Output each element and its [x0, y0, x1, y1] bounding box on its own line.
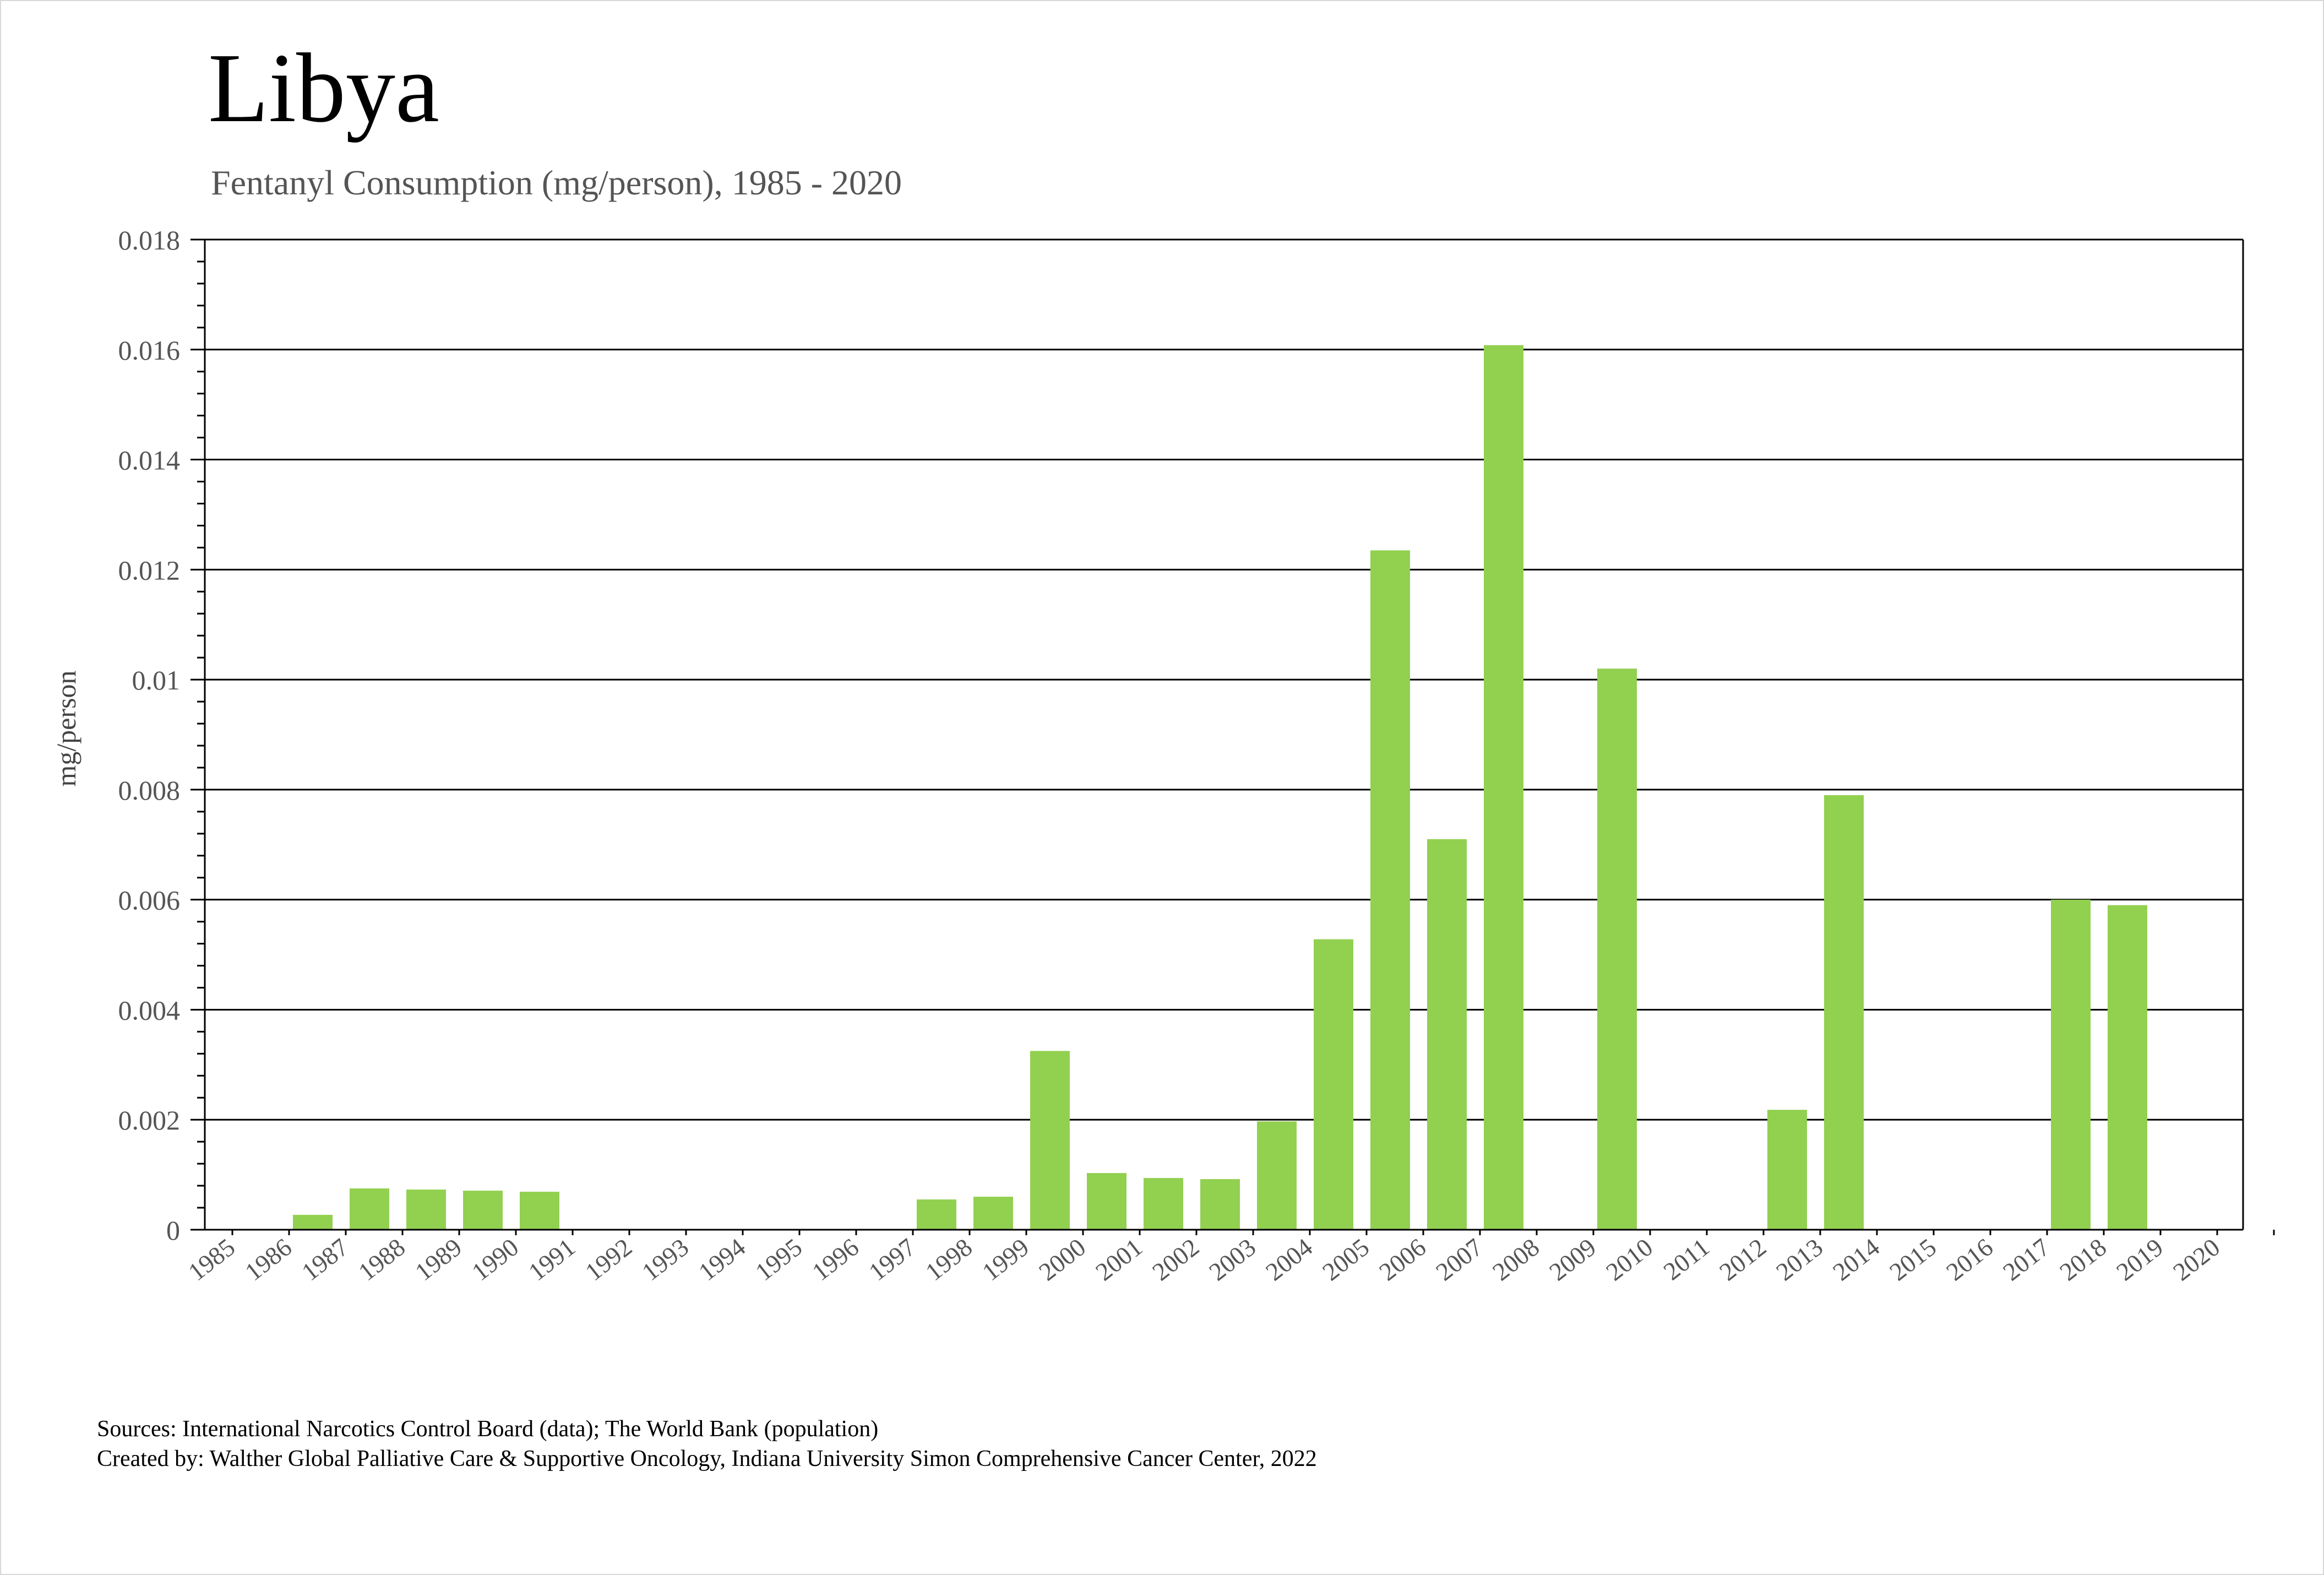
- y-tick-label: 0.018: [118, 225, 181, 256]
- x-tick-label: 2015: [1884, 1233, 1941, 1286]
- x-tick-label: 1998: [920, 1233, 977, 1286]
- x-tick-label: 1994: [693, 1233, 750, 1286]
- x-tick-label: 2009: [1544, 1233, 1601, 1286]
- bar: [2108, 905, 2147, 1230]
- y-tick-label: 0.008: [118, 775, 181, 806]
- x-tick-label: 2001: [1090, 1233, 1147, 1286]
- x-tick-label: 1993: [636, 1233, 694, 1286]
- x-tick-label: 2011: [1658, 1233, 1715, 1286]
- bar: [1144, 1178, 1183, 1230]
- y-tick-label: 0.014: [118, 445, 181, 476]
- x-tick-label: 2010: [1601, 1233, 1658, 1286]
- x-tick-label: 1996: [807, 1233, 864, 1286]
- y-tick-label: 0: [166, 1215, 180, 1246]
- axes: [191, 238, 2275, 1235]
- bar: [1484, 345, 1523, 1230]
- bar: [520, 1192, 559, 1230]
- credits-note: Created by: Walther Global Palliative Ca…: [97, 1446, 1317, 1471]
- bar: [1257, 1121, 1297, 1230]
- x-tick-label: 2017: [1998, 1233, 2055, 1286]
- bar: [973, 1197, 1013, 1230]
- x-tick-label: 2012: [1714, 1233, 1771, 1286]
- x-tick-label: 2003: [1204, 1233, 1261, 1286]
- x-tick-label: 1985: [183, 1233, 240, 1286]
- bar: [917, 1199, 956, 1230]
- bar: [1314, 939, 1353, 1230]
- chart-subtitle: Fentanyl Consumption (mg/person), 1985 -…: [211, 163, 902, 202]
- x-tick-label: 1997: [863, 1233, 921, 1286]
- bars: [293, 345, 2147, 1230]
- bar: [1087, 1173, 1126, 1230]
- x-tick-label: 2018: [2054, 1233, 2111, 1286]
- y-tick-label: 0.006: [118, 885, 181, 916]
- x-tick-label: 2007: [1430, 1233, 1488, 1286]
- bar: [1767, 1110, 1807, 1230]
- x-tick-label: 1988: [353, 1233, 410, 1286]
- bar: [406, 1190, 446, 1230]
- x-tick-label: 1987: [296, 1233, 353, 1286]
- bar: [350, 1188, 389, 1230]
- bar: [1427, 839, 1467, 1230]
- x-tick-label: 1995: [750, 1233, 807, 1286]
- y-tick-label: 0.012: [118, 555, 181, 585]
- x-tick-label: 1989: [410, 1233, 467, 1286]
- y-tick-label: 0.002: [118, 1105, 181, 1136]
- y-tick-label: 0.016: [118, 335, 181, 366]
- x-tick-label: 1992: [580, 1233, 637, 1286]
- x-tick-label: 2008: [1487, 1233, 1544, 1286]
- bar: [1200, 1179, 1240, 1230]
- x-tick-label: 2004: [1260, 1233, 1318, 1286]
- chart-title: Libya: [208, 33, 439, 143]
- x-tick-label: 2006: [1374, 1233, 1431, 1286]
- x-tick-label: 1986: [240, 1233, 297, 1286]
- bar: [463, 1191, 503, 1230]
- x-tick-label: 2019: [2111, 1233, 2168, 1286]
- sources-note: Sources: International Narcotics Control…: [97, 1416, 879, 1442]
- bar: [1824, 795, 1864, 1230]
- x-tick-label: 1991: [523, 1233, 580, 1286]
- bar: [293, 1215, 333, 1230]
- x-tick-label: 1990: [466, 1233, 524, 1286]
- x-tick-label: 2016: [1941, 1233, 1998, 1286]
- x-tick-label: 2005: [1317, 1233, 1374, 1286]
- chart-footer: Sources: International Narcotics Control…: [97, 1414, 1317, 1474]
- x-tick-label: 2002: [1147, 1233, 1204, 1286]
- x-tick-label: 2020: [2168, 1233, 2225, 1286]
- bar: [1597, 669, 1637, 1230]
- bar: [1030, 1051, 1070, 1230]
- gridlines: [205, 238, 2243, 1121]
- y-tick-label: 0.004: [118, 995, 181, 1025]
- x-tick-label: 2013: [1771, 1233, 1828, 1286]
- x-tick-label: 2014: [1827, 1233, 1885, 1286]
- x-tick-label: 2000: [1033, 1233, 1091, 1286]
- y-tick-label: 0.01: [132, 665, 181, 696]
- bar: [1370, 550, 1410, 1230]
- tick-labels: 0 0.002 0.004 0.006 0.008 0.01 0.012 0.014 0.016…: [118, 225, 2225, 1286]
- bar: [2051, 899, 2091, 1230]
- x-tick-label: 1999: [977, 1233, 1034, 1286]
